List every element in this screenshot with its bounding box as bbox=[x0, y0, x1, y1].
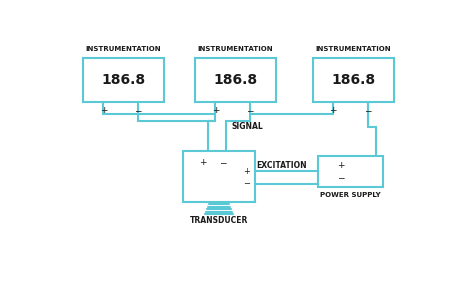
Text: TRANSDUCER: TRANSDUCER bbox=[190, 216, 248, 225]
Text: INSTRUMENTATION: INSTRUMENTATION bbox=[198, 47, 273, 52]
Text: −: − bbox=[219, 158, 227, 167]
Text: SIGNAL: SIGNAL bbox=[232, 122, 264, 131]
Text: −: − bbox=[246, 106, 254, 115]
Text: −: − bbox=[364, 106, 372, 115]
Text: −: − bbox=[337, 174, 345, 182]
Text: 186.8: 186.8 bbox=[101, 73, 146, 87]
Text: INSTRUMENTATION: INSTRUMENTATION bbox=[86, 47, 161, 52]
Text: −: − bbox=[243, 179, 250, 188]
Text: +: + bbox=[211, 106, 219, 115]
Bar bbox=[313, 57, 393, 102]
Text: 186.8: 186.8 bbox=[331, 73, 375, 87]
Bar bbox=[183, 151, 255, 202]
Text: +: + bbox=[200, 158, 207, 167]
Text: +: + bbox=[337, 161, 345, 170]
Text: +: + bbox=[329, 106, 337, 115]
Text: −: − bbox=[134, 106, 142, 115]
Text: INSTRUMENTATION: INSTRUMENTATION bbox=[315, 47, 391, 52]
Bar bbox=[83, 57, 164, 102]
Text: 186.8: 186.8 bbox=[213, 73, 258, 87]
Bar bbox=[318, 156, 383, 188]
Bar bbox=[195, 57, 276, 102]
Text: EXCITATION: EXCITATION bbox=[257, 161, 307, 170]
Text: +: + bbox=[243, 167, 250, 176]
Text: POWER SUPPLY: POWER SUPPLY bbox=[320, 192, 381, 198]
Text: +: + bbox=[100, 106, 107, 115]
